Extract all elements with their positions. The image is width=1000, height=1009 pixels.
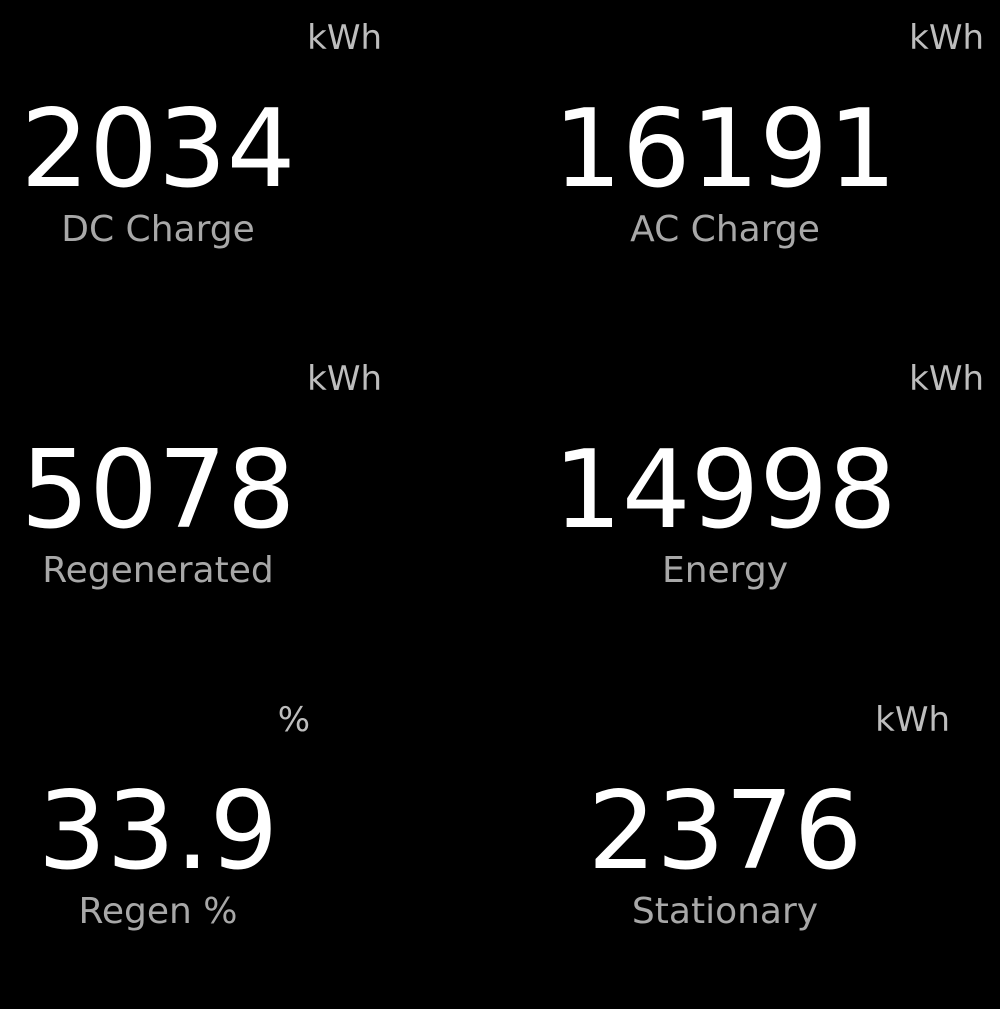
tile-regen-percent: % 33.9 Regen % <box>0 682 500 1009</box>
metric-label: Energy <box>661 550 789 591</box>
unit-label: % <box>277 700 310 740</box>
tile-ac-charge: kWh 16191 AC Charge <box>500 0 1000 327</box>
metric-value: 2376 <box>587 769 863 894</box>
unit-label: kWh <box>307 359 382 399</box>
unit-label: kWh <box>909 359 984 399</box>
metric-value: 33.9 <box>37 769 279 894</box>
metric-label: Stationary <box>631 891 819 932</box>
metric-label: Regenerated <box>42 550 274 591</box>
metric-label: AC Charge <box>630 209 820 250</box>
metric-value: 14998 <box>553 428 897 553</box>
metric-value: 16191 <box>553 87 897 212</box>
metric-value: 2034 <box>20 87 296 212</box>
metric-label: Regen % <box>78 891 238 932</box>
unit-label: kWh <box>909 18 984 58</box>
unit-label: kWh <box>875 700 950 740</box>
tile-stationary: kWh 2376 Stationary <box>500 682 1000 1009</box>
metric-value: 5078 <box>20 428 296 553</box>
metric-label: DC Charge <box>61 209 255 250</box>
unit-label: kWh <box>307 18 382 58</box>
tile-regenerated: kWh 5078 Regenerated <box>0 341 500 668</box>
tile-dc-charge: kWh 2034 DC Charge <box>0 0 500 327</box>
tile-energy: kWh 14998 Energy <box>500 341 1000 668</box>
